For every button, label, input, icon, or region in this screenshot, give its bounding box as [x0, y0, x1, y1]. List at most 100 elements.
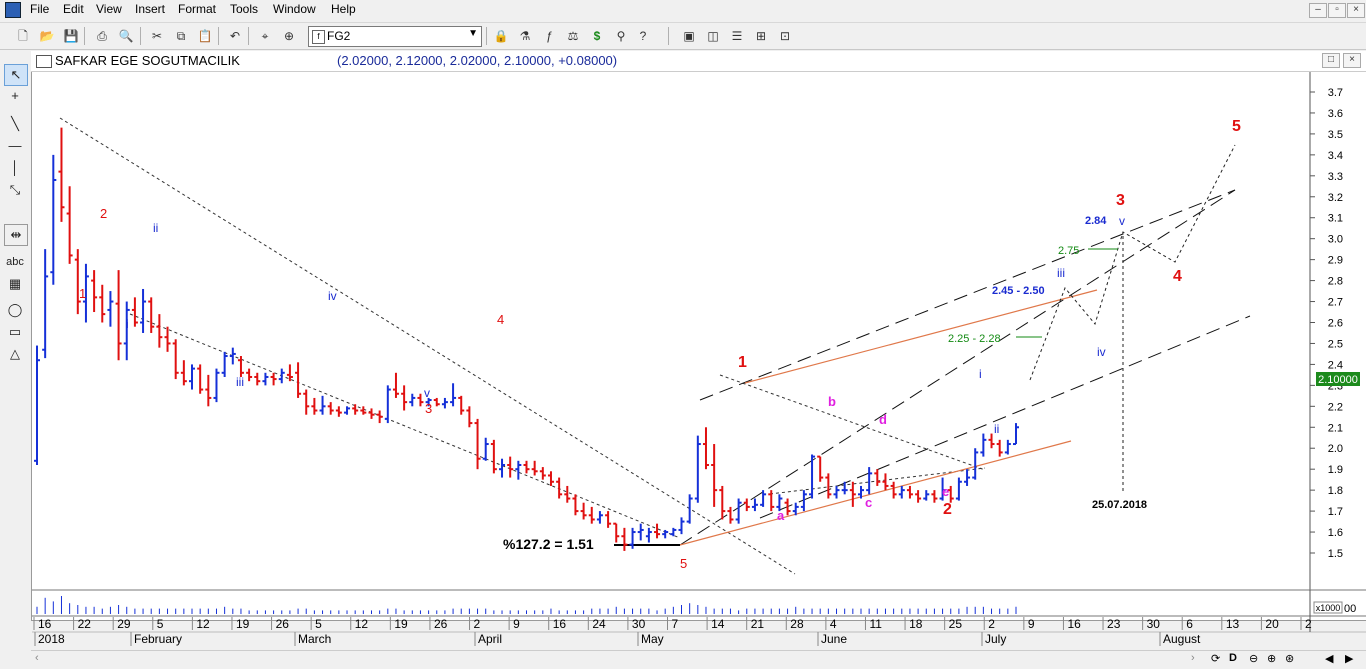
fibonacci-icon[interactable]: ⤡	[9, 182, 21, 197]
text-tool-icon[interactable]: abc	[6, 256, 24, 268]
date-tick-label: 4	[830, 617, 837, 631]
wave-label: iii	[1057, 266, 1065, 280]
toolbar-separator	[218, 27, 219, 45]
tile-horizontal-icon[interactable]: ☰	[731, 29, 743, 43]
tile-vertical-icon[interactable]: ◫	[707, 29, 719, 43]
tile-grid-icon[interactable]: ⊞	[755, 29, 767, 43]
price-tick-label: 2.6	[1328, 318, 1343, 330]
target-2.25-annotation: 2.25 - 2.28	[948, 333, 1001, 345]
crosshair-tool-icon[interactable]: +	[11, 88, 19, 103]
close-icon[interactable]: ×	[1347, 3, 1365, 18]
app-icon[interactable]	[5, 2, 21, 18]
date-tick-label: 20	[1265, 617, 1279, 631]
triangle-icon[interactable]: △	[10, 346, 20, 361]
open-icon[interactable]: 📂	[39, 29, 55, 43]
print-icon[interactable]: ⎙	[97, 29, 107, 43]
save-icon[interactable]: 💾	[63, 29, 79, 43]
date-tick-label: 23	[1107, 617, 1121, 631]
annotation-layer: %127.2 = 1.51 2.25 - 2.28 2.45 - 2.50 2.…	[503, 215, 1147, 552]
pointer-icon[interactable]: ↖	[4, 64, 28, 86]
volume-scale-box	[1313, 601, 1343, 614]
copy-icon[interactable]: ⧉	[176, 29, 186, 43]
horizontal-line-icon[interactable]: —	[8, 138, 22, 153]
zoom-icon[interactable]: ⊕	[283, 29, 295, 43]
menu-file[interactable]: File	[30, 2, 50, 16]
paste-icon[interactable]: 📋	[197, 29, 213, 43]
new-icon[interactable]: 🗋	[18, 29, 28, 43]
price-tick-label: 1.9	[1328, 464, 1343, 476]
scroll-right-icon[interactable]: ›	[1191, 652, 1195, 664]
month-label: April	[478, 632, 502, 646]
date-tick-label: 14	[711, 617, 725, 631]
menu-view[interactable]: View	[96, 2, 122, 16]
menu-tools[interactable]: Tools	[230, 2, 259, 16]
cascade-icon[interactable]: ▣	[683, 29, 695, 43]
wave-label: b	[828, 394, 836, 409]
menu-edit[interactable]: Edit	[63, 2, 84, 16]
date-tick-label: 9	[1028, 617, 1035, 631]
dollar-icon[interactable]: $	[593, 29, 601, 43]
date-tick-label: 24	[592, 617, 606, 631]
wave-label: c	[865, 495, 872, 510]
wave-label: ii	[153, 221, 158, 235]
trendline-icon[interactable]: ╲	[11, 116, 19, 131]
date-tick-label: 19	[394, 617, 408, 631]
target-2.45-annotation: 2.45 - 2.50	[992, 285, 1045, 297]
restore-icon[interactable]: ▫	[1328, 3, 1346, 18]
date-tick-label: 12	[196, 617, 210, 631]
last-price-box	[1316, 372, 1360, 386]
maximize-icon[interactable]: □	[1322, 53, 1340, 68]
arrange-icon[interactable]: ⊡	[779, 29, 791, 43]
grid-icon[interactable]: ▦	[8, 276, 22, 291]
menu-window[interactable]: Window	[273, 2, 316, 16]
lock-icon[interactable]: 🔒	[493, 29, 509, 43]
undo-icon[interactable]: ↶	[229, 29, 241, 43]
price-tick-label: 1.5	[1328, 548, 1343, 560]
zoom-in-icon[interactable]: ⊕	[1267, 653, 1277, 665]
chevron-down-icon[interactable]: ▼	[468, 28, 478, 39]
fit-icon[interactable]: ⊛	[1285, 653, 1295, 665]
help-icon[interactable]: ?	[639, 29, 647, 43]
orange-channel-upper	[744, 289, 1098, 384]
minimize-icon[interactable]: –	[1309, 3, 1327, 18]
price-tick-label: 2.0	[1328, 443, 1343, 455]
menu-help[interactable]: Help	[331, 2, 356, 16]
ohlc-readout: (2.02000, 2.12000, 2.02000, 2.10000, +0.…	[337, 53, 618, 68]
volume-bars	[36, 596, 1017, 614]
scroll-left-icon[interactable]: ‹	[35, 652, 39, 664]
symbol-select[interactable]: f FG2 ▼	[308, 26, 482, 47]
indicator-icon[interactable]: ⚗	[519, 29, 531, 43]
vertical-line-icon[interactable]: │	[10, 160, 20, 175]
horizontal-scrollbar[interactable]: ‹ › ⟳ D ⊖ ⊕ ⊛ ◀ ▶	[31, 650, 1366, 668]
arrow-left-icon[interactable]: ◀	[1325, 653, 1334, 665]
expert-icon[interactable]: ⚖	[567, 29, 579, 43]
date-tick-label: 28	[790, 617, 804, 631]
price-axis: 3.7 3.6 3.5 3.4 3.3 3.2 3.1 3.0 2.9 2.8 2.7 2.6 2.5 2…	[1310, 87, 1343, 560]
explore-icon[interactable]: ⚲	[616, 29, 626, 43]
menu-format[interactable]: Format	[178, 2, 217, 16]
wave-label: 1	[79, 286, 86, 301]
formula-icon[interactable]: ƒ	[545, 29, 553, 43]
menu-insert[interactable]: Insert	[135, 2, 166, 16]
candlesticks	[34, 127, 1019, 551]
channel-lower-line	[129, 313, 681, 539]
wave-label: iv	[1097, 345, 1106, 359]
zoom-out-icon[interactable]: ⊖	[1249, 653, 1259, 665]
ellipse-icon[interactable]: ◯	[7, 302, 23, 317]
price-tick-label: 3.0	[1328, 234, 1343, 246]
refresh-icon[interactable]: ⟳	[1211, 653, 1221, 665]
close-chart-icon[interactable]: ×	[1343, 53, 1361, 68]
crosshair-icon[interactable]: ⌖	[261, 29, 269, 43]
cut-icon[interactable]: ✂	[151, 29, 163, 43]
price-tick-label: 1.7	[1328, 506, 1343, 518]
price-tick-label: 1.6	[1328, 527, 1343, 539]
print-preview-icon[interactable]: 🔍	[118, 29, 134, 43]
rectangle-icon[interactable]: ▭	[8, 324, 22, 339]
date-axis: 16 22 29 5 12 19 26 5 12 19 26 2 9 16 24 30 7 14 21 28 4 11 18…	[33, 617, 1312, 631]
wave-label: i	[126, 317, 129, 331]
arrow-right-icon[interactable]: ▶	[1345, 653, 1354, 665]
toolbar-separator	[668, 27, 669, 45]
daily-icon[interactable]: D	[1229, 652, 1237, 664]
split-icon[interactable]: ⇹	[4, 224, 28, 246]
